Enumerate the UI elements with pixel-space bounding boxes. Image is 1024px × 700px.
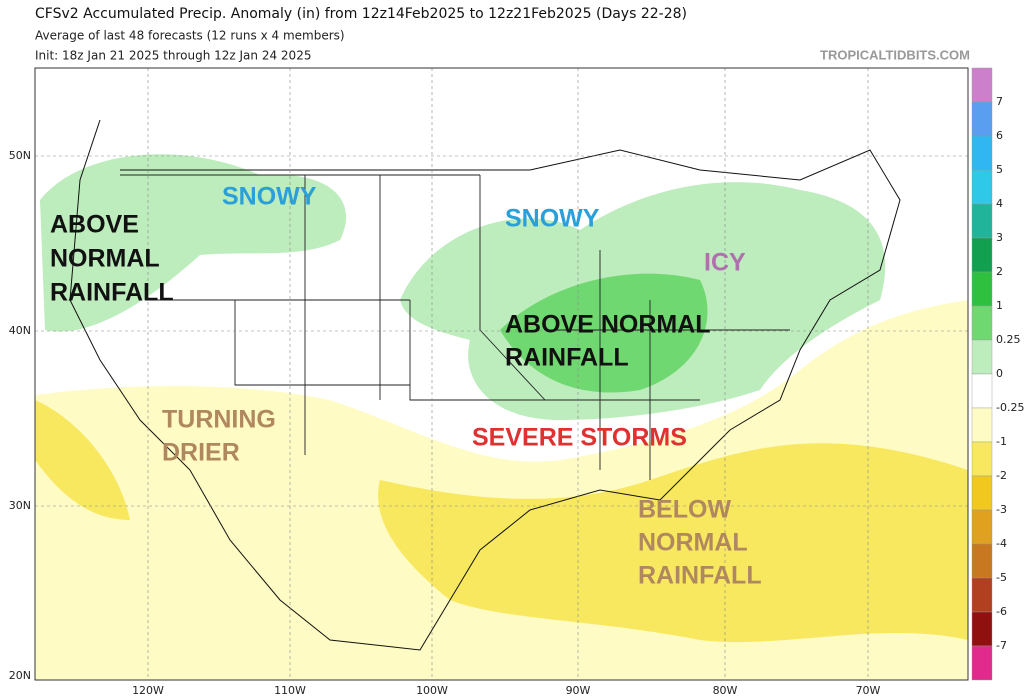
map — [34, 67, 969, 681]
lon-label: 80W — [713, 684, 738, 697]
lon-label: 100W — [416, 684, 448, 697]
colorbar-segment — [971, 475, 993, 511]
map-annotation: ABOVE NORMAL — [505, 311, 711, 339]
colorbar-label: 1 — [996, 299, 1003, 312]
map-annotation: RAINFALL — [50, 279, 174, 307]
map-annotation: ICY — [704, 249, 746, 277]
colorbar-segment — [971, 543, 993, 579]
map-annotation: NORMAL — [638, 529, 748, 557]
dry-core — [378, 443, 968, 643]
map-annotation: SNOWY — [505, 205, 600, 233]
colorbar-segment — [971, 645, 993, 681]
colorbar-segment — [971, 305, 993, 341]
lat-label: 40N — [9, 324, 31, 337]
state-borders — [120, 174, 790, 480]
map-annotation: SEVERE STORMS — [472, 424, 687, 452]
watermark: TROPICALTIDBITS.COM — [820, 47, 970, 62]
lat-lon-grid — [35, 68, 968, 680]
colorbar-label: 5 — [996, 163, 1003, 176]
map-frame — [34, 67, 969, 681]
colorbar-segment — [971, 373, 993, 409]
colorbar-label: -4 — [996, 537, 1007, 550]
dry-core-west — [35, 400, 130, 520]
wet-core — [500, 273, 708, 393]
colorbar-segment — [971, 407, 993, 443]
lon-label: 90W — [566, 684, 591, 697]
map-annotation: RAINFALL — [638, 562, 762, 590]
colorbar-segment — [971, 441, 993, 477]
wet-west — [40, 154, 347, 332]
colorbar-label: -1 — [996, 435, 1007, 448]
colorbar-segment — [971, 339, 993, 375]
colorbar-label: -2 — [996, 469, 1007, 482]
colorbar-segment — [971, 577, 993, 613]
colorbar-label: -5 — [996, 571, 1007, 584]
lon-label: 70W — [856, 684, 881, 697]
colorbar-label: 0.25 — [996, 333, 1021, 346]
colorbar-segment — [971, 237, 993, 273]
lon-label: 110W — [274, 684, 306, 697]
subtitle: Average of last 48 forecasts (12 runs x … — [35, 29, 345, 43]
title: CFSv2 Accumulated Precip. Anomaly (in) f… — [35, 6, 687, 22]
colorbar-segment — [971, 509, 993, 545]
map-annotation: NORMAL — [50, 245, 160, 273]
colorbar-label: 7 — [996, 95, 1003, 108]
map-annotation: BELOW — [638, 496, 731, 524]
colorbar-segment — [971, 169, 993, 205]
lat-label: 30N — [9, 499, 31, 512]
colorbar-label: 3 — [996, 231, 1003, 244]
colorbar-label: 0 — [996, 367, 1003, 380]
colorbar-label: 4 — [996, 197, 1003, 210]
map-annotation: ABOVE — [50, 211, 139, 239]
map-annotation: TURNING — [162, 406, 276, 434]
colorbar-segment — [971, 101, 993, 137]
colorbar-label: -6 — [996, 605, 1007, 618]
lon-label: 120W — [132, 684, 164, 697]
colorbar-label: -7 — [996, 639, 1007, 652]
lat-label: 50N — [9, 149, 31, 162]
colorbar-label: 2 — [996, 265, 1003, 278]
colorbar-segment — [971, 135, 993, 171]
colorbar-label: -3 — [996, 503, 1007, 516]
colorbar-label: 6 — [996, 129, 1003, 142]
map-annotation: RAINFALL — [505, 344, 629, 372]
colorbar-label: -0.25 — [996, 401, 1024, 414]
colorbar-segment — [971, 611, 993, 647]
colorbar-segment — [971, 203, 993, 239]
map-annotation: SNOWY — [222, 183, 317, 211]
colorbar-segment — [971, 271, 993, 307]
coastline — [69, 119, 901, 651]
init-text: Init: 18z Jan 21 2025 through 12z Jan 24… — [35, 49, 311, 63]
map-annotation: DRIER — [162, 439, 240, 467]
lat-label: 20N — [9, 669, 31, 682]
colorbar-segment — [971, 67, 993, 103]
